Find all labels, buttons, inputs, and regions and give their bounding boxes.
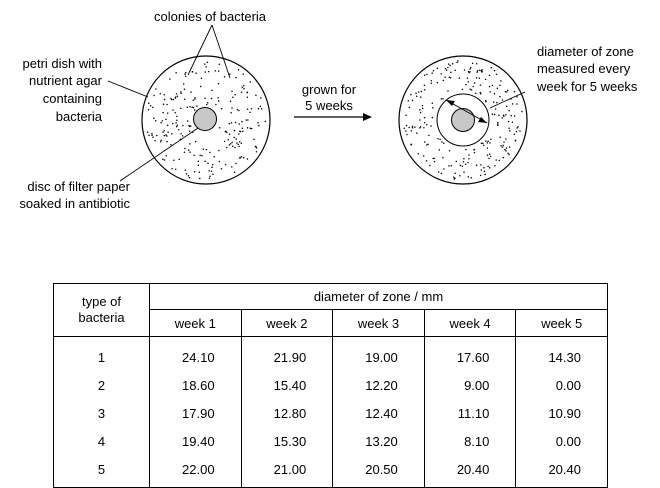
- zone-value-cell: 18.60: [149, 371, 242, 399]
- week-header: week 2: [240, 309, 334, 337]
- table-row: 5 22.00 21.00 20.50 20.40 20.40: [53, 455, 608, 488]
- grown-label-line1: grown for: [301, 82, 357, 97]
- zone-value-cell: 20.40: [423, 455, 517, 488]
- type-header: type of bacteria: [53, 283, 150, 337]
- disc-label-line1: disc of filter paper: [27, 179, 130, 194]
- zone-value-cell: 10.90: [515, 399, 608, 427]
- bacteria-colonies-before: [146, 61, 267, 180]
- antibiotic-disc-before: [193, 107, 217, 131]
- zone-value-cell: 13.20: [332, 427, 425, 455]
- colonies-label: colonies of bacteria: [154, 9, 267, 24]
- zone-value-cell: 21.00: [240, 455, 334, 488]
- bacteria-type-cell: 3: [53, 399, 150, 427]
- zone-value-cell: 22.00: [149, 455, 242, 488]
- zone-value-cell: 15.30: [240, 427, 334, 455]
- petri-dish-after: [398, 55, 528, 185]
- zone-value-cell: 12.40: [332, 399, 425, 427]
- zone-value-cell: 14.30: [515, 336, 608, 371]
- week-header: week 5: [515, 309, 608, 337]
- petri-dish-label-line4: bacteria: [55, 109, 102, 124]
- table-row: 4 19.40 15.30 13.20 8.10 0.00: [53, 427, 608, 455]
- zone-value-cell: 17.90: [149, 399, 242, 427]
- type-header-line2: bacteria: [78, 310, 125, 325]
- diameter-label-line3: week for 5 weeks: [537, 79, 638, 94]
- leader-lines: [107, 24, 526, 182]
- grown-label-line2: 5 weeks: [305, 98, 353, 113]
- week-header: week 1: [149, 309, 242, 337]
- zone-value-cell: 20.40: [515, 455, 608, 488]
- disc-label-line2: soaked in antibiotic: [19, 196, 130, 211]
- zone-value-cell: 21.90: [240, 336, 334, 371]
- diameter-label-line2: measured every: [537, 61, 631, 76]
- table-row: 1 24.10 21.90 19.00 17.60 14.30: [53, 336, 608, 371]
- zone-value-cell: 11.10: [423, 399, 517, 427]
- zone-value-cell: 15.40: [240, 371, 334, 399]
- type-header-line1: type of: [81, 294, 122, 309]
- week-header: week 4: [423, 309, 517, 337]
- petri-dish-diagram: [107, 24, 528, 185]
- zone-diameter-table: type of bacteria diameter of zone / mm w…: [53, 283, 608, 488]
- bacteria-type-cell: 4: [53, 427, 150, 455]
- zone-value-cell: 12.80: [240, 399, 334, 427]
- zone-value-cell: 12.20: [332, 371, 425, 399]
- diameter-header: diameter of zone / mm: [149, 283, 608, 310]
- zone-value-cell: 19.40: [149, 427, 242, 455]
- table-row: 2 18.60 15.40 12.20 9.00 0.00: [53, 371, 608, 399]
- zone-value-cell: 20.50: [332, 455, 425, 488]
- petri-dish-label-line1: petri dish with: [22, 56, 102, 71]
- antibiotic-disc-after: [451, 108, 475, 132]
- petri-dish-label-line2: nutrient agar: [29, 73, 102, 88]
- zone-value-cell: 8.10: [423, 427, 517, 455]
- table-row: 3 17.90 12.80 12.40 11.10 10.90: [53, 399, 608, 427]
- bacteria-colonies-after: [403, 60, 523, 180]
- zone-value-cell: 17.60: [423, 336, 517, 371]
- bacteria-type-cell: 5: [53, 455, 150, 488]
- zone-value-cell: 9.00: [423, 371, 517, 399]
- growth-arrow: [294, 113, 372, 121]
- zone-value-cell: 19.00: [332, 336, 425, 371]
- zone-value-cell: 0.00: [515, 371, 608, 399]
- zone-value-cell: 24.10: [149, 336, 242, 371]
- zone-value-cell: 0.00: [515, 427, 608, 455]
- bacteria-type-cell: 1: [53, 336, 150, 371]
- diameter-label-line1: diameter of zone: [537, 44, 634, 59]
- bacteria-type-cell: 2: [53, 371, 150, 399]
- week-header: week 3: [332, 309, 425, 337]
- petri-dish-label-line3: containing: [42, 91, 102, 106]
- petri-dish-before: [141, 55, 271, 185]
